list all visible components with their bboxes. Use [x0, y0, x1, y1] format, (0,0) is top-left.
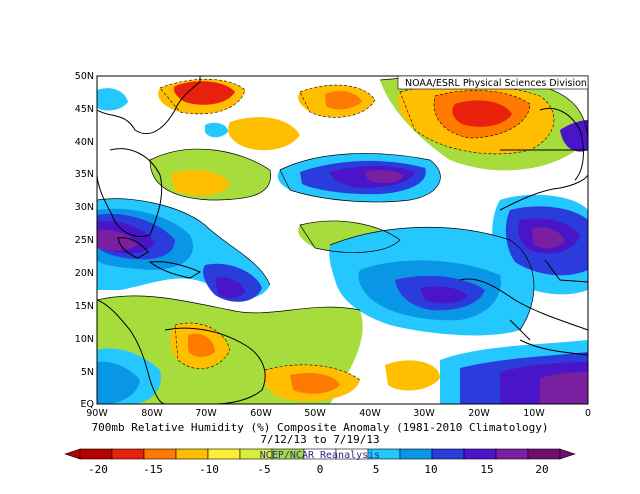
- lat-label-5n: 5N: [81, 367, 94, 378]
- colorbar-label-15: 15: [480, 463, 493, 476]
- lon-label-0: 0: [585, 408, 591, 419]
- lon-label-40w: 40W: [359, 408, 381, 419]
- colorbar-cell: [79, 448, 113, 460]
- lat-label-45n: 45N: [75, 104, 94, 115]
- colorbar-label-neg15: -15: [143, 463, 163, 476]
- lat-label-25n: 25N: [75, 235, 94, 246]
- colorbar-cell: [111, 448, 145, 460]
- lon-label-10w: 10W: [523, 408, 545, 419]
- lon-label-60w: 60W: [250, 408, 272, 419]
- colorbar: NCEP/NCAR Reanalysis -20 -15 -10 -5 0 5 …: [64, 448, 576, 476]
- lon-label-90w: 90W: [86, 408, 108, 419]
- colorbar-cell: [495, 448, 529, 460]
- reanalysis-label: NCEP/NCAR Reanalysis: [260, 450, 380, 461]
- colorbar-label-neg10: -10: [199, 463, 219, 476]
- colorbar-label-10: 10: [424, 463, 437, 476]
- colorbar-right-arrow: [559, 448, 576, 460]
- colorbar-cell: [143, 448, 177, 460]
- lon-label-20w: 20W: [468, 408, 490, 419]
- lon-label-70w: 70W: [195, 408, 217, 419]
- map-frame: [96, 75, 589, 405]
- colorbar-label-neg5: -5: [257, 463, 270, 476]
- colorbar-label-20: 20: [535, 463, 548, 476]
- colorbar-cell: [527, 448, 561, 460]
- lon-label-80w: 80W: [141, 408, 163, 419]
- lon-label-30w: 30W: [413, 408, 435, 419]
- lat-label-10n: 10N: [75, 334, 94, 345]
- caption-title: 700mb Relative Humidity (%) Composite An…: [91, 421, 549, 434]
- colorbar-cell: [463, 448, 497, 460]
- lat-label-30n: 30N: [75, 202, 94, 213]
- lat-label-eq: EQ: [81, 399, 94, 410]
- colorbar-left-arrow: [64, 448, 81, 460]
- lon-axis: 90W 80W 70W 60W 50W 40W 30W 20W 10W 0: [86, 408, 591, 419]
- colorbar-label-neg20: -20: [88, 463, 108, 476]
- colorbar-label-0: 0: [317, 463, 324, 476]
- caption-dates: 7/12/13 to 7/19/13: [260, 433, 380, 446]
- lat-axis: 50N 45N 40N 35N 30N 25N 20N 15N 10N 5N E…: [75, 71, 94, 410]
- colorbar-label-5: 5: [373, 463, 380, 476]
- colorbar-cell: [399, 448, 433, 460]
- colorbar-cell: [175, 448, 209, 460]
- lat-label-35n: 35N: [75, 169, 94, 180]
- anomaly-field: [97, 76, 588, 404]
- lat-label-40n: 40N: [75, 137, 94, 148]
- lat-label-15n: 15N: [75, 301, 94, 312]
- credit-box: [397, 75, 589, 90]
- colorbar-cells: [79, 448, 561, 460]
- lat-label-50n: 50N: [75, 71, 94, 82]
- colorbar-cell: [431, 448, 465, 460]
- lat-label-20n: 20N: [75, 268, 94, 279]
- lon-label-50w: 50W: [304, 408, 326, 419]
- colorbar-cell: [207, 448, 241, 460]
- credit-label: NOAA/ESRL Physical Sciences Division: [405, 78, 587, 89]
